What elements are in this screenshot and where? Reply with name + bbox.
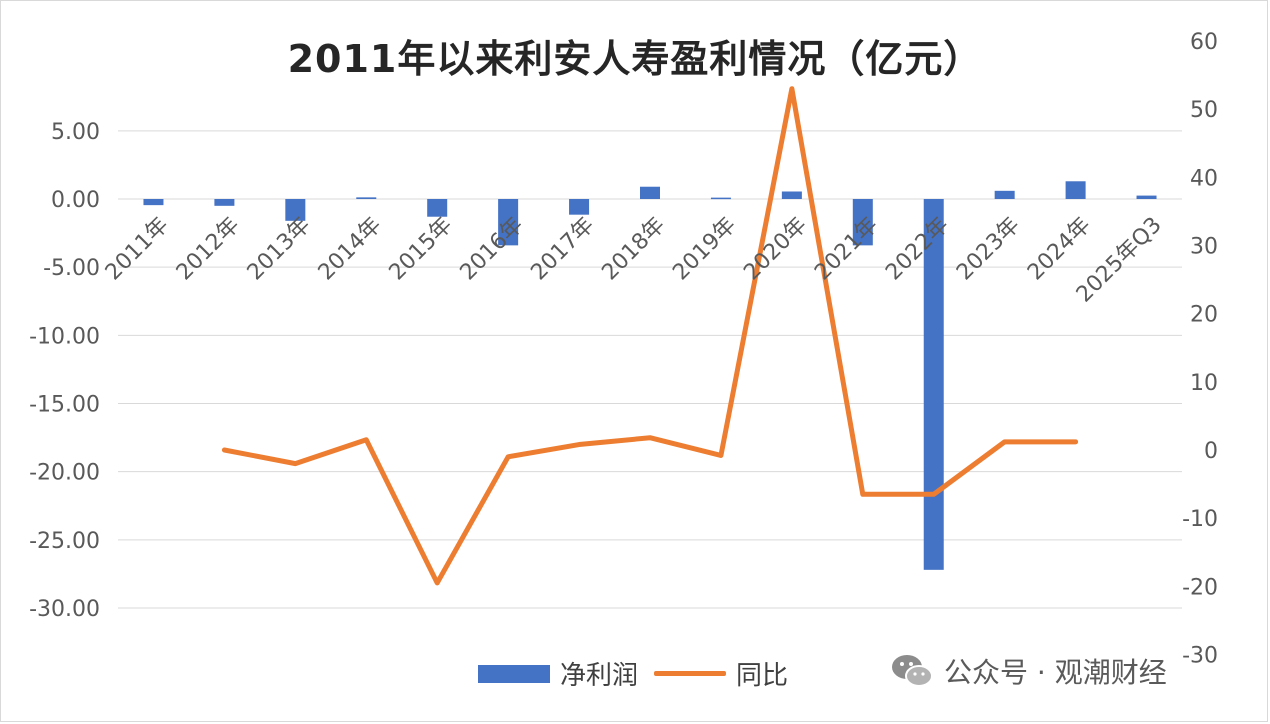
bar-net-profit [1065,181,1086,199]
x-tick-label: 2016年 [456,213,529,286]
bar-net-profit [994,190,1015,199]
bar-net-profit [498,199,519,246]
bar-net-profit [640,186,660,199]
bar-net-profit [285,199,306,221]
x-tick-label: 2014年 [314,213,387,286]
y-left-tick-label: 0.00 [51,188,100,213]
bar-net-profit [852,199,873,246]
y-right-tick-label: -30 [1182,644,1218,669]
y-right-tick-label: -20 [1182,575,1218,600]
bar-net-profit [923,199,944,570]
bar-net-profit [143,199,164,206]
y-right-tick-label: 50 [1190,98,1218,123]
x-tick-label: 2019年 [668,213,741,286]
bar-net-profit [781,191,802,199]
y-right-tick-label: 30 [1190,235,1218,260]
x-tick-label: 2020年 [739,213,812,286]
watermark-text: 公众号 · 观潮财经 [944,656,1167,689]
legend-swatch-yoy [654,671,727,676]
chart-title: 2011年以来利安人寿盈利情况（亿元） [287,37,983,81]
legend-swatch-net-profit [478,664,550,683]
bar-net-profit [214,199,235,206]
y-left-tick-label: -5.00 [43,256,100,281]
bar-net-profit [427,199,448,217]
x-tick-label: 2017年 [526,213,599,286]
bar-net-profit [710,197,731,200]
y-left-tick-label: -20.00 [29,461,100,486]
x-tick-label: 2024年 [1023,213,1096,286]
bar-net-profit [356,197,377,199]
x-tick-label: 2013年 [243,213,316,286]
x-tick-label: 2018年 [597,213,670,286]
x-tick-label: 2011年 [101,213,174,286]
y-right-tick-label: -10 [1182,507,1218,532]
y-left-tick-label: -25.00 [29,529,100,554]
legend-label-yoy: 同比 [736,661,789,691]
watermark: 公众号 · 观潮财经 [890,651,1167,691]
y-right-tick-label: 60 [1190,30,1218,55]
y-right-tick-label: 10 [1190,371,1218,396]
bar-net-profit [569,199,590,215]
legend: 净利润 同比 [478,655,788,692]
wechat-icon [892,655,933,687]
bar-net-profit [1136,195,1157,199]
y-left-tick-label: -30.00 [29,597,100,622]
x-tick-label: 2015年 [385,213,458,286]
y-right-tick-label: 20 [1190,303,1218,328]
y-right-tick-label: 40 [1190,166,1218,191]
y-right-tick-label: 0 [1204,439,1218,464]
y-left-tick-label: -15.00 [29,393,100,418]
legend-label-net-profit: 净利润 [560,661,639,691]
y-left-tick-label: -10.00 [29,324,100,349]
y-left-tick-label: 5.00 [51,120,100,145]
x-tick-label: 2023年 [952,213,1025,286]
x-tick-label: 2012年 [172,213,245,286]
